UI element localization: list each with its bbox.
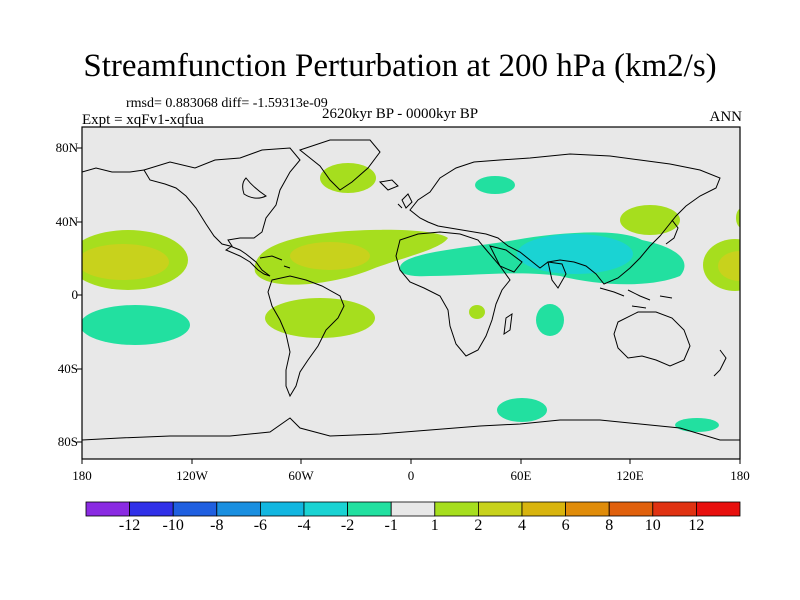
coast-new-zealand bbox=[713, 349, 727, 377]
colorbar-box-9 bbox=[477, 501, 523, 517]
lon-label-0: 0 bbox=[407, 468, 415, 483]
contour-ross-sea bbox=[675, 418, 719, 432]
colorbar-label-2: -8 bbox=[210, 517, 224, 534]
contour-asia-core bbox=[517, 234, 633, 274]
coast-india bbox=[547, 261, 567, 289]
contour-pacific-south bbox=[82, 305, 190, 345]
colorbar-label-12: 10 bbox=[644, 517, 661, 534]
contour-east-africa bbox=[469, 305, 485, 319]
colorbar-box-2 bbox=[172, 501, 218, 517]
colorbar-box-14 bbox=[696, 501, 741, 517]
coast-hudson-bay bbox=[242, 177, 267, 199]
coast-north-america bbox=[143, 147, 301, 277]
lat-label-80s: 80S bbox=[57, 434, 78, 449]
lon-label-120e: 120E bbox=[616, 468, 644, 483]
contour-north-pacific-east bbox=[736, 208, 740, 228]
contour-southern-ocean bbox=[497, 398, 547, 422]
contour-scandinavia bbox=[475, 176, 515, 194]
coast-south-america bbox=[267, 275, 345, 398]
contour-east-asia bbox=[620, 205, 680, 235]
experiment-label: Expt = xqFv1-xqfua bbox=[82, 112, 204, 128]
lon-label-60w: 60W bbox=[288, 468, 314, 483]
colorbar-box-11 bbox=[565, 501, 610, 517]
colorbar-label-6: -1 bbox=[384, 517, 398, 534]
colorbar-box-0 bbox=[85, 501, 130, 517]
coast-eurasia bbox=[409, 153, 721, 285]
contour-pacific-north-core bbox=[82, 244, 169, 280]
colorbar-box-6 bbox=[347, 501, 392, 517]
coast-alaska bbox=[82, 167, 145, 173]
lon-label-120w: 120W bbox=[176, 468, 208, 483]
coast-madagascar bbox=[503, 312, 513, 336]
colorbar-box-13 bbox=[652, 501, 697, 517]
colorbar-label-10: 6 bbox=[561, 517, 570, 534]
axis-ticks bbox=[77, 147, 741, 464]
coast-australia bbox=[613, 311, 691, 367]
colorbar-label-11: 8 bbox=[605, 517, 614, 534]
coast-iceland bbox=[378, 179, 399, 191]
colorbar-label-13: 12 bbox=[688, 517, 705, 534]
colorbar-box-7 bbox=[390, 501, 436, 517]
contour-fills bbox=[82, 163, 740, 432]
lon-label-60e: 60E bbox=[510, 468, 532, 483]
contour-atlantic-north-core bbox=[290, 242, 370, 270]
colorbar-box-8 bbox=[434, 501, 479, 517]
colorbar-box-3 bbox=[216, 501, 261, 517]
colorbar-label-7: 1 bbox=[430, 517, 439, 534]
lon-label-180e: 180 bbox=[730, 468, 750, 483]
map-background bbox=[82, 127, 740, 459]
stats-text: rmsd= 0.883068 diff= -1.59313e-09 bbox=[126, 96, 328, 111]
coast-japan bbox=[665, 219, 679, 245]
lat-label-40s: 40S bbox=[57, 361, 78, 376]
coast-british-isles bbox=[397, 193, 413, 209]
lat-label-eq: 0 bbox=[71, 287, 79, 302]
coastlines bbox=[82, 139, 740, 441]
coast-arabia bbox=[489, 245, 523, 273]
season-label: ANN bbox=[709, 109, 743, 125]
colorbar-label-1: -10 bbox=[162, 517, 184, 534]
colorbar bbox=[85, 501, 741, 517]
period-label: 2620kyr BP - 0000kyr BP bbox=[322, 106, 479, 122]
coast-greenland bbox=[298, 139, 381, 191]
lat-label-40n: 40N bbox=[55, 214, 78, 229]
lat-label-80n: 80N bbox=[55, 140, 78, 155]
colorbar-label-8: 2 bbox=[474, 517, 483, 534]
coast-africa bbox=[395, 231, 511, 357]
colorbar-box-5 bbox=[303, 501, 348, 517]
colorbar-box-4 bbox=[259, 501, 305, 517]
figure-title: Streamfunction Perturbation at 200 hPa (… bbox=[83, 48, 717, 84]
colorbar-box-1 bbox=[129, 501, 174, 517]
colorbar-label-4: -4 bbox=[297, 517, 311, 534]
contour-indian-ocean bbox=[536, 304, 564, 336]
colorbar-label-9: 4 bbox=[518, 517, 526, 534]
contour-south-america bbox=[265, 298, 375, 338]
coast-maritime-asia bbox=[599, 287, 673, 309]
lon-label-180w: 180 bbox=[72, 468, 92, 483]
contour-pacific-east-core bbox=[718, 251, 740, 281]
colorbar-box-10 bbox=[521, 501, 566, 517]
coast-caribbean bbox=[259, 255, 291, 269]
colorbar-box-12 bbox=[608, 501, 654, 517]
coast-antarctica bbox=[82, 417, 740, 441]
colorbar-label-3: -6 bbox=[253, 517, 268, 534]
colorbar-label-0: -12 bbox=[118, 517, 141, 534]
colorbar-label-5: -2 bbox=[340, 517, 355, 534]
contour-greenland bbox=[320, 163, 376, 193]
